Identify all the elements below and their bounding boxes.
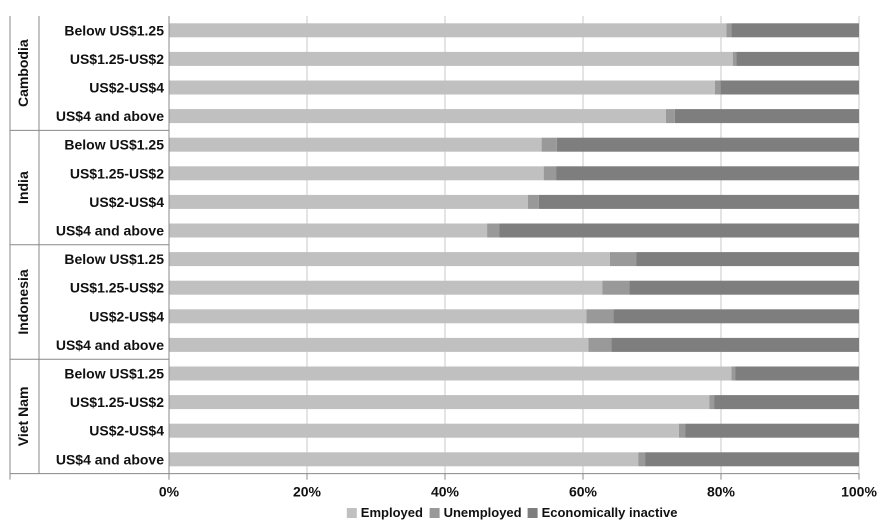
category-label: US$1.25-US$2 [70,51,164,67]
bar-employed [169,137,542,152]
legend-swatch [429,508,440,518]
bar-economically-inactive [736,51,859,66]
category-label: US$1.25-US$2 [70,165,164,181]
bar-economically-inactive [499,223,859,238]
bar-economically-inactive [714,395,859,410]
bar-economically-inactive [720,80,859,95]
bar-economically-inactive [611,337,859,352]
bar-employed [169,280,603,295]
category-label: US$2-US$4 [89,308,164,324]
bar-unemployed [609,252,637,267]
bar-employed [169,452,639,467]
category-label: Below US$1.25 [64,366,164,382]
group-label: Indonesia [15,269,31,335]
x-tick-label: 100% [841,484,877,500]
legend-label: Unemployed [444,505,522,520]
legend-label: Economically inactive [542,505,678,520]
category-label: US$4 and above [56,451,164,467]
bar-economically-inactive [538,194,859,209]
bar-employed [169,337,589,352]
bar-unemployed [731,366,736,381]
bar-economically-inactive [674,109,859,124]
bar-employed [169,23,727,38]
bar-economically-inactive [645,452,859,467]
bar-economically-inactive [685,423,859,438]
bar-unemployed [527,194,539,209]
category-label: Below US$1.25 [64,251,164,267]
bar-unemployed [543,166,557,181]
bar-unemployed [714,80,721,95]
x-tick-label: 0% [159,484,180,500]
bar-employed [169,194,528,209]
bar-employed [169,252,610,267]
legend-swatch [346,508,357,518]
category-label: Below US$1.25 [64,137,164,153]
bar-unemployed [732,51,737,66]
bar-unemployed [602,280,630,295]
bar-unemployed [665,109,675,124]
bar-employed [169,166,544,181]
bar-unemployed [541,137,557,152]
bar-employed [169,51,733,66]
bar-unemployed [678,423,686,438]
bar-unemployed [487,223,500,238]
bar-unemployed [709,395,715,410]
bar-economically-inactive [636,252,859,267]
category-label: US$2-US$4 [89,194,164,210]
category-label: US$4 and above [56,223,164,239]
bar-economically-inactive [556,166,859,181]
category-label: US$1.25-US$2 [70,280,164,296]
x-tick-label: 20% [293,484,322,500]
bar-economically-inactive [731,23,859,38]
legend-label: Employed [361,505,423,520]
bar-unemployed [638,452,646,467]
category-label: US$1.25-US$2 [70,394,164,410]
x-tick-label: 40% [431,484,460,500]
bar-unemployed [586,309,614,324]
group-label: Cambodia [15,39,31,107]
x-tick-label: 80% [707,484,736,500]
x-tick-label: 60% [569,484,598,500]
category-label: Below US$1.25 [64,22,164,38]
bar-employed [169,309,587,324]
category-label: US$2-US$4 [89,80,164,96]
category-label: US$4 and above [56,108,164,124]
bar-economically-inactive [629,280,859,295]
bar-economically-inactive [556,137,859,152]
group-label: Viet Nam [15,387,31,447]
bar-employed [169,366,732,381]
bar-employed [169,423,679,438]
bar-unemployed [726,23,732,38]
bar-unemployed [588,337,612,352]
bar-employed [169,395,710,410]
category-label: US$2-US$4 [89,423,164,439]
bar-employed [169,109,666,124]
bar-economically-inactive [613,309,859,324]
legend-swatch [527,508,538,518]
bar-economically-inactive [735,366,859,381]
bar-employed [169,80,715,95]
group-label: India [15,171,31,204]
bar-employed [169,223,488,238]
category-label: US$4 and above [56,337,164,353]
